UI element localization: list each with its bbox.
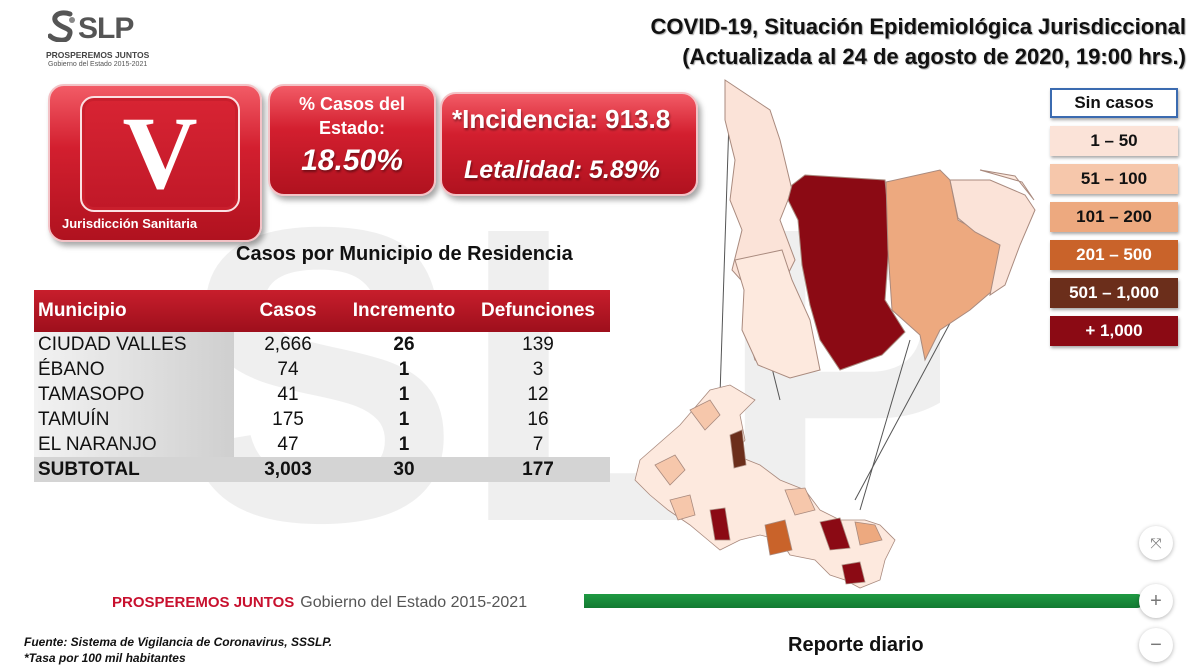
footer-brand: PROSPEREMOS JUNTOS Gobierno del Estado 20… xyxy=(112,594,527,612)
source-line-2: *Tasa por 100 mil habitantes xyxy=(24,651,186,665)
municipality-ebano xyxy=(949,179,1036,297)
cell-casos: 47 xyxy=(277,433,299,455)
slp-logo: SLP PROSPEREMOS JUNTOS Gobierno del Esta… xyxy=(42,10,152,72)
cell-defunciones: 7 xyxy=(532,433,544,455)
cell-casos: 2,666 xyxy=(264,333,312,355)
cell-defunciones: 139 xyxy=(522,333,554,355)
fit-screen-button[interactable]: ⤧ xyxy=(1139,526,1173,560)
report-label: Reporte diario xyxy=(788,634,924,656)
state-cases-percent-value: 18.50% xyxy=(301,144,403,177)
table-row: EL NARANJO 47 1 7 xyxy=(34,432,610,457)
cell-casos: 175 xyxy=(272,408,304,430)
cell-municipio: TAMASOPO xyxy=(34,382,234,407)
footer-brand-bold: PROSPEREMOS JUNTOS xyxy=(112,594,295,611)
legend-item: + 1,000 xyxy=(1050,316,1178,346)
logo-swirl-icon xyxy=(48,10,75,42)
plus-icon: + xyxy=(1150,589,1162,612)
header-casos: Casos xyxy=(234,290,342,332)
cell-defunciones: 177 xyxy=(466,457,610,482)
logo-brand: SLP xyxy=(78,12,134,45)
incidence-value: *Incidencia: 913.8 xyxy=(452,104,671,134)
municipality-ebano-east xyxy=(979,169,1035,201)
cell-municipio: SUBTOTAL xyxy=(34,457,234,482)
jurisdiction-map xyxy=(634,79,1036,589)
state-map xyxy=(634,384,896,589)
footer-green-bar xyxy=(584,594,1144,608)
cell-incremento: 1 xyxy=(398,408,410,430)
lethality-value: Letalidad: 5.89% xyxy=(464,156,660,184)
header-municipio: Municipio xyxy=(34,290,234,332)
header-incremento: Incremento xyxy=(342,290,466,332)
cell-incremento: 30 xyxy=(342,457,466,482)
state-cases-percent-card: % Casos del Estado: 18.50% xyxy=(268,84,436,196)
cell-municipio: EL NARANJO xyxy=(34,432,234,457)
cell-municipio: CIUDAD VALLES xyxy=(34,332,234,357)
state-outline xyxy=(634,384,896,589)
legend-item: 201 – 500 xyxy=(1050,240,1178,270)
cell-casos: 74 xyxy=(277,358,299,380)
title-line-2: (Actualizada al 24 de agosto de 2020, 19… xyxy=(682,44,1186,69)
cell-casos: 3,003 xyxy=(234,457,342,482)
jurisdiction-label: Jurisdicción Sanitaria xyxy=(62,216,198,231)
logo-government: Gobierno del Estado 2015-2021 xyxy=(48,61,148,68)
source-note: Fuente: Sistema de Vigilancia de Coronav… xyxy=(24,634,332,666)
table-header-row: Municipio Casos Incremento Defunciones xyxy=(34,290,610,332)
table-row: TAMUÍN 175 1 16 xyxy=(34,407,610,432)
legend-item: 51 – 100 xyxy=(1050,164,1178,194)
jurisdiction-numeral: V xyxy=(122,96,198,211)
legend-item: 1 – 50 xyxy=(1050,126,1178,156)
fit-screen-icon: ⤧ xyxy=(1150,534,1162,551)
zoom-out-button[interactable]: − xyxy=(1139,628,1173,662)
legend-item: 501 – 1,000 xyxy=(1050,278,1178,308)
table-title: Casos por Municipio de Residencia xyxy=(236,243,573,265)
zoom-in-button[interactable]: + xyxy=(1139,584,1173,618)
jurisdiction-numeral-box: V xyxy=(80,96,240,212)
cell-defunciones: 16 xyxy=(527,408,549,430)
page-title: COVID-19, Situación Epidemiológica Juris… xyxy=(651,12,1186,72)
footer-brand-rest: Gobierno del Estado 2015-2021 xyxy=(300,594,528,611)
legend-item: Sin casos xyxy=(1050,88,1178,118)
table-row: ÉBANO 74 1 3 xyxy=(34,357,610,382)
cell-municipio: ÉBANO xyxy=(34,357,234,382)
cell-incremento: 1 xyxy=(398,358,410,380)
map-legend: Sin casos 1 – 50 51 – 100 101 – 200 201 – 50… xyxy=(1050,88,1178,354)
zoomed-municipalities xyxy=(724,79,1036,379)
cell-defunciones: 3 xyxy=(532,358,544,380)
cell-defunciones: 12 xyxy=(527,383,549,405)
table-row: CIUDAD VALLES 2,666 26 139 xyxy=(34,332,610,357)
table-row: TAMASOPO 41 1 12 xyxy=(34,382,610,407)
cases-table: Municipio Casos Incremento Defunciones C… xyxy=(34,290,610,482)
cell-casos: 41 xyxy=(277,383,299,405)
source-line-1: Fuente: Sistema de Vigilancia de Coronav… xyxy=(24,635,333,649)
cell-incremento: 1 xyxy=(398,433,410,455)
legend-item: 101 – 200 xyxy=(1050,202,1178,232)
title-line-1: COVID-19, Situación Epidemiológica Juris… xyxy=(650,14,1186,39)
state-cases-percent-label: % Casos del Estado: xyxy=(298,94,406,138)
incidence-card: *Incidencia: 913.8 Letalidad: 5.89% xyxy=(440,92,698,196)
header-defunciones: Defunciones xyxy=(466,290,610,332)
cell-incremento: 26 xyxy=(393,333,415,355)
minus-icon: − xyxy=(1150,633,1162,656)
municipality-el-naranjo xyxy=(734,249,821,379)
jurisdiction-card: V Jurisdicción Sanitaria xyxy=(48,84,262,242)
logo-tagline: PROSPEREMOS JUNTOS xyxy=(46,50,150,60)
cell-municipio: TAMUÍN xyxy=(34,407,234,432)
table-subtotal-row: SUBTOTAL 3,003 30 177 xyxy=(34,457,610,482)
cell-incremento: 1 xyxy=(398,383,410,405)
